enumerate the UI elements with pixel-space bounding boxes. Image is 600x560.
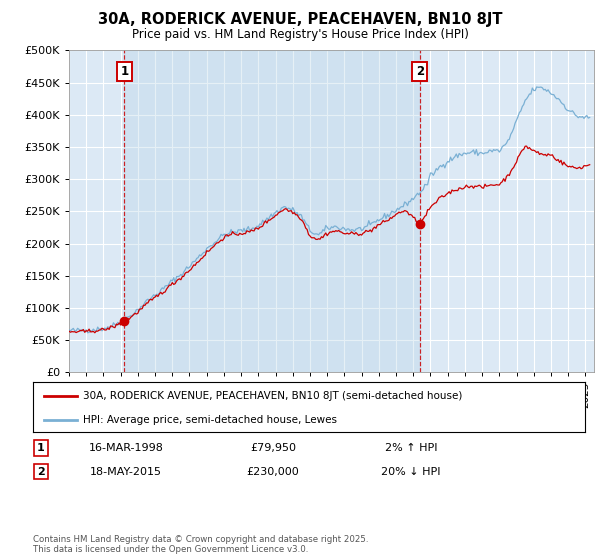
Text: £230,000: £230,000 [247, 466, 299, 477]
Text: 2: 2 [37, 466, 44, 477]
Text: £79,950: £79,950 [250, 443, 296, 453]
Text: 2: 2 [416, 65, 424, 78]
Text: This data is licensed under the Open Government Licence v3.0.: This data is licensed under the Open Gov… [33, 545, 308, 554]
Text: HPI: Average price, semi-detached house, Lewes: HPI: Average price, semi-detached house,… [83, 415, 337, 424]
Text: Contains HM Land Registry data © Crown copyright and database right 2025.: Contains HM Land Registry data © Crown c… [33, 535, 368, 544]
Text: 30A, RODERICK AVENUE, PEACEHAVEN, BN10 8JT (semi-detached house): 30A, RODERICK AVENUE, PEACEHAVEN, BN10 8… [83, 391, 462, 401]
Bar [124, 50, 420, 372]
Text: 30A, RODERICK AVENUE, PEACEHAVEN, BN10 8JT: 30A, RODERICK AVENUE, PEACEHAVEN, BN10 8… [98, 12, 502, 27]
Text: 1: 1 [37, 443, 44, 453]
Text: 16-MAR-1998: 16-MAR-1998 [89, 443, 163, 453]
Text: 20% ↓ HPI: 20% ↓ HPI [381, 466, 441, 477]
Text: 18-MAY-2015: 18-MAY-2015 [90, 466, 162, 477]
Text: Price paid vs. HM Land Registry's House Price Index (HPI): Price paid vs. HM Land Registry's House … [131, 28, 469, 41]
Text: 2% ↑ HPI: 2% ↑ HPI [385, 443, 437, 453]
Text: 1: 1 [120, 65, 128, 78]
